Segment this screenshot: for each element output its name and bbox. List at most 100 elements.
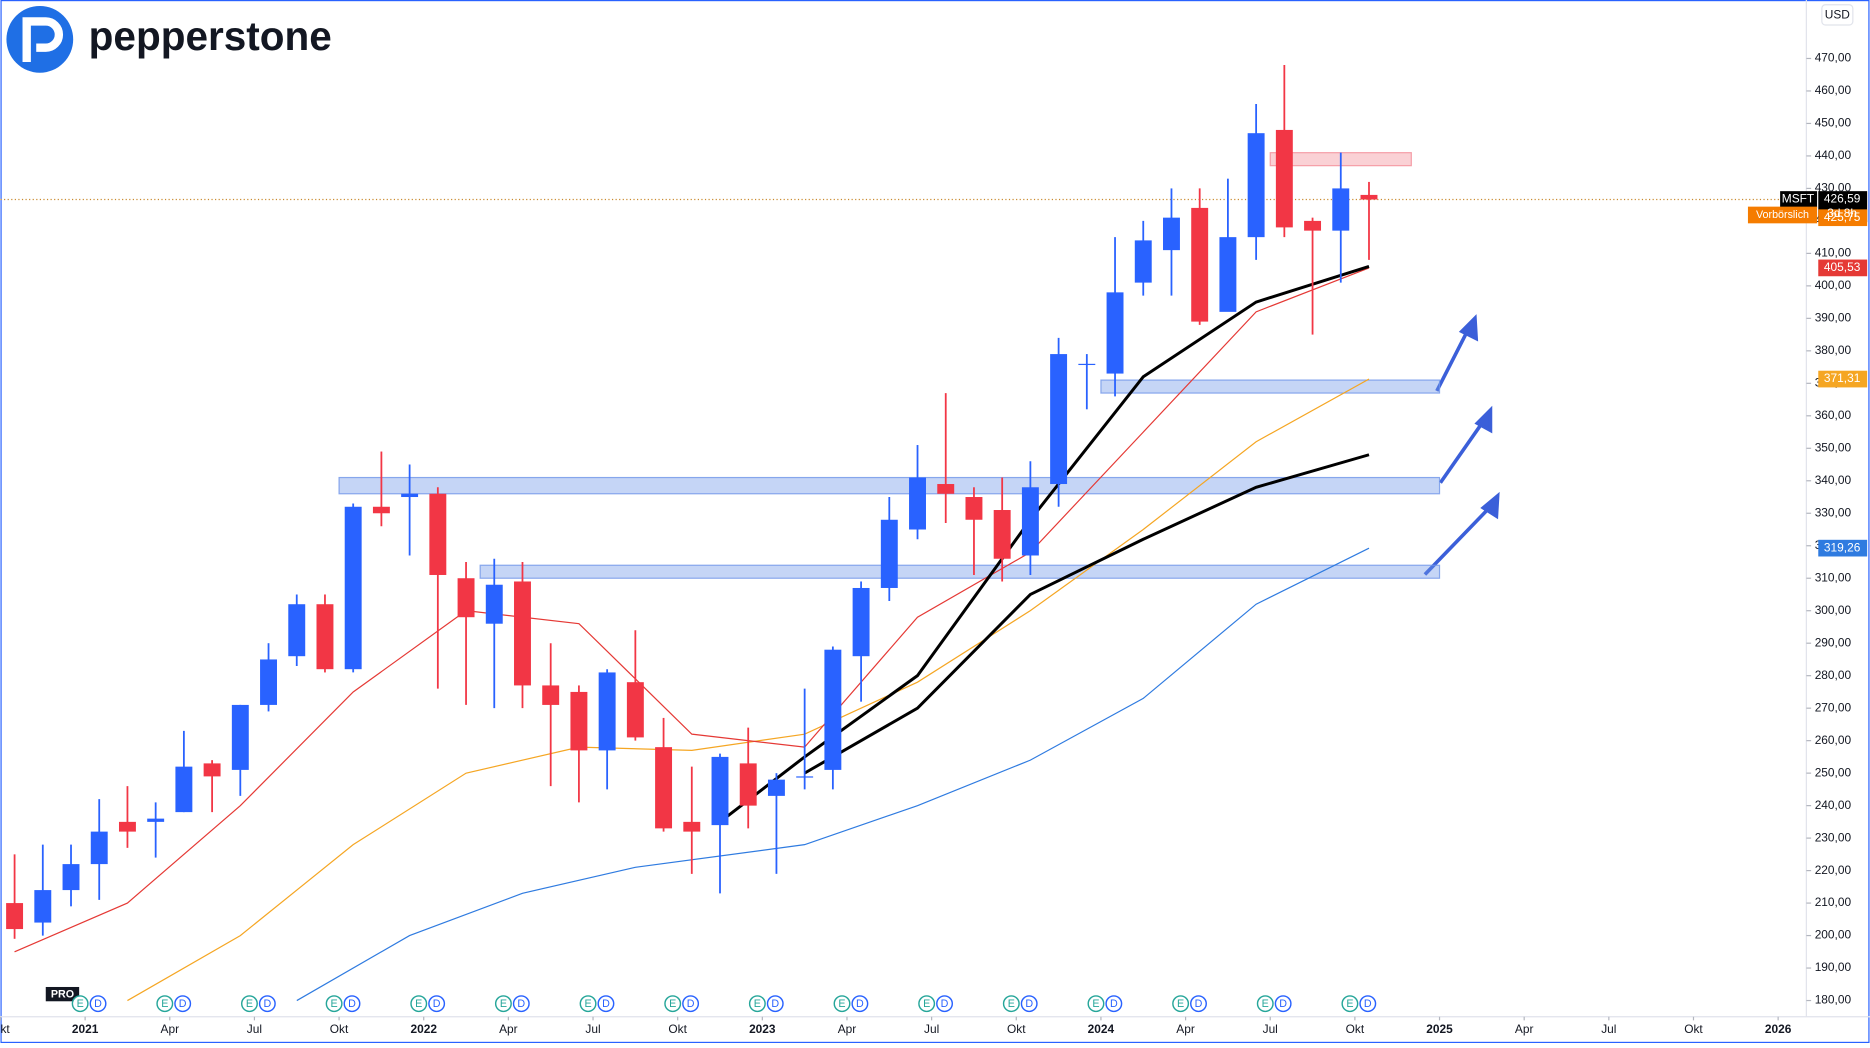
candle-body	[1275, 129, 1293, 228]
candle-body	[824, 649, 842, 770]
x-tick-label: Apr	[161, 1022, 180, 1036]
y-tick-label: 190,00	[1815, 960, 1852, 974]
y-tick-label: 330,00	[1815, 505, 1852, 519]
candle-body	[909, 477, 926, 530]
event-badge	[1002, 995, 1020, 1013]
candle-body	[1163, 217, 1180, 251]
event-label: E	[331, 998, 338, 1010]
event-label: E	[1262, 998, 1269, 1010]
event-badge	[428, 995, 446, 1013]
y-tick-label: 350,00	[1815, 440, 1852, 454]
event-badge	[748, 995, 766, 1013]
event-badge	[579, 995, 597, 1013]
x-tick-label: Apr	[838, 1022, 857, 1036]
y-tick-label: 440,00	[1815, 148, 1852, 162]
event-badge	[174, 995, 192, 1013]
y-tick-label: 300,00	[1815, 603, 1852, 617]
x-tick-label: Jul	[585, 1022, 600, 1036]
event-badge	[1172, 995, 1190, 1013]
event-badge	[1020, 995, 1038, 1013]
event-badge	[1105, 995, 1123, 1013]
y-tick-label: 460,00	[1815, 83, 1852, 97]
currency-box[interactable]	[1821, 4, 1854, 26]
candle-body	[1360, 194, 1378, 200]
candle-body	[711, 756, 729, 826]
premarket: Vorbörslich	[1756, 209, 1809, 221]
y-tick-label: 230,00	[1815, 830, 1852, 844]
y-tick-label: 210,00	[1815, 895, 1852, 909]
candle-body	[344, 506, 362, 670]
event-badge	[71, 995, 89, 1013]
candle-body	[683, 821, 701, 832]
candle-body	[1247, 133, 1265, 238]
y-tick-label: 240,00	[1815, 798, 1852, 812]
candle-body	[429, 493, 447, 575]
y-tick-label: 260,00	[1815, 733, 1852, 747]
event-label: D	[517, 998, 525, 1010]
candle-body	[1304, 220, 1322, 231]
event-label: D	[856, 998, 864, 1010]
candle-body	[203, 763, 221, 777]
event-label: E	[838, 998, 845, 1010]
event-label: E	[500, 998, 507, 1010]
price-label: 426,59	[1824, 192, 1861, 206]
x-tick-label: Apr	[499, 1022, 518, 1036]
candle-body	[937, 484, 955, 494]
candle-body	[767, 779, 785, 796]
candle-body	[542, 685, 560, 705]
event-badge	[156, 995, 174, 1013]
candle-body	[993, 510, 1011, 559]
event-label: D	[263, 998, 271, 1010]
event-badge	[512, 995, 530, 1013]
event-label: E	[754, 998, 761, 1010]
countdown: 3d 8h	[1827, 206, 1857, 220]
price-label-box	[1818, 539, 1868, 557]
x-tick-label: Jul	[1601, 1022, 1616, 1036]
event-badge	[851, 995, 869, 1013]
candle-body	[34, 890, 52, 923]
price-label: 425,75	[1824, 210, 1861, 224]
candle-body	[6, 903, 24, 930]
event-label: E	[1092, 998, 1099, 1010]
y-tick-label: 360,00	[1815, 408, 1852, 422]
price-label: 405,53	[1824, 260, 1861, 274]
event-badge	[1190, 995, 1207, 1013]
y-tick-label: 220,00	[1815, 863, 1852, 877]
event-badge	[343, 995, 361, 1013]
brand: pepperstone	[89, 13, 332, 59]
zone	[1100, 379, 1441, 394]
event-label: E	[1346, 998, 1353, 1010]
y-tick-label: 470,00	[1815, 51, 1852, 65]
logo-icon	[6, 5, 74, 73]
event-label: E	[246, 998, 253, 1010]
x-tick-label: Okt	[1346, 1022, 1365, 1036]
x-tick-label: 2023	[749, 1022, 776, 1036]
price-label: 371,31	[1824, 371, 1861, 385]
y-tick-label: 430,00	[1815, 181, 1852, 195]
y-tick-label: 200,00	[1815, 928, 1852, 942]
event-label: E	[1008, 998, 1015, 1010]
candle-body	[1134, 240, 1152, 283]
event-label: D	[433, 998, 441, 1010]
logo: pepperstone	[6, 5, 332, 73]
candle-body	[90, 831, 108, 865]
symbol-box	[1780, 191, 1818, 208]
event-label: D	[771, 998, 779, 1010]
event-label: E	[77, 998, 84, 1010]
y-tick-label: 450,00	[1815, 116, 1852, 130]
y-tick-label: 390,00	[1815, 311, 1852, 325]
candle-body	[485, 584, 503, 624]
x-tick-label: Jul	[924, 1022, 939, 1036]
candle-body	[514, 581, 531, 686]
zone	[338, 476, 1441, 495]
arrows	[1423, 314, 1500, 576]
currency[interactable]: USD	[1825, 8, 1851, 22]
candle-body	[739, 763, 757, 806]
y-tick-label: 270,00	[1815, 700, 1852, 714]
price-label-box	[1818, 209, 1868, 227]
candle-body	[1021, 487, 1039, 556]
candle-body	[372, 506, 390, 514]
event-label: D	[1025, 998, 1033, 1010]
candle-body	[626, 682, 644, 738]
event-label: E	[1177, 998, 1184, 1010]
